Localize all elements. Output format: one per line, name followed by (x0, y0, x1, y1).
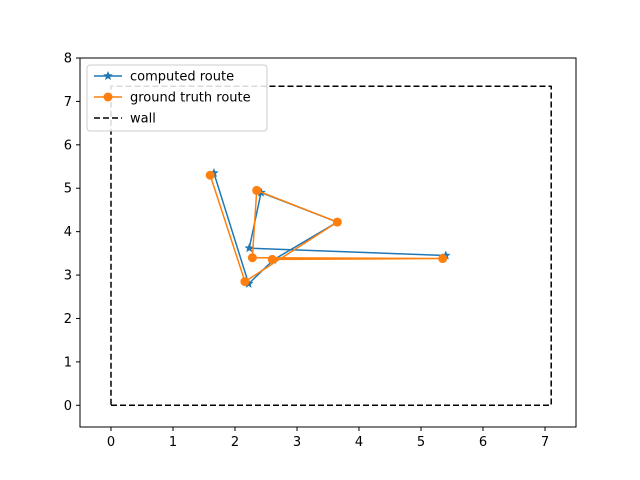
data-point (240, 277, 250, 287)
y-tick-label: 4 (64, 225, 72, 240)
legend: computed route ground truth route wall (86, 64, 268, 132)
data-point (332, 217, 342, 227)
data-point (247, 253, 257, 263)
y-tick-label: 7 (64, 95, 72, 110)
x-tick-label: 3 (293, 435, 301, 450)
x-tick-label: 4 (355, 435, 363, 450)
series-line (110, 85, 552, 407)
x-axis: 0 1 2 3 4 5 6 7 (107, 427, 549, 450)
x-tick-label: 7 (541, 435, 549, 450)
x-tick-label: 2 (231, 435, 239, 450)
legend-box (86, 64, 268, 132)
y-axis: 0 1 2 3 4 5 6 7 8 (64, 52, 80, 414)
legend-label: computed route (130, 70, 234, 85)
series-ground-truth-route (205, 170, 448, 287)
data-point (252, 185, 262, 195)
y-tick-label: 1 (64, 355, 72, 370)
y-tick-label: 8 (64, 52, 72, 67)
y-tick-label: 2 (64, 312, 72, 327)
data-point (205, 170, 215, 180)
x-tick-label: 5 (417, 435, 425, 450)
y-tick-label: 5 (64, 182, 72, 197)
series-wall (110, 85, 552, 407)
legend-item: ground truth route (94, 91, 251, 106)
data-point (267, 254, 277, 264)
legend-label: ground truth route (130, 91, 251, 106)
legend-label: wall (130, 112, 156, 127)
y-tick-label: 6 (64, 138, 72, 153)
legend-marker (103, 92, 113, 102)
x-tick-label: 6 (479, 435, 487, 450)
axes-frame (79, 57, 577, 428)
x-tick-label: 1 (169, 435, 177, 450)
x-tick-label: 0 (107, 435, 115, 450)
legend-marker (103, 70, 113, 81)
data-point (438, 254, 448, 264)
y-tick-label: 3 (64, 269, 72, 284)
y-tick-label: 0 (64, 399, 72, 414)
legend-item: computed route (94, 70, 234, 85)
series-layer (110, 85, 552, 407)
legend-item: wall (94, 112, 156, 127)
